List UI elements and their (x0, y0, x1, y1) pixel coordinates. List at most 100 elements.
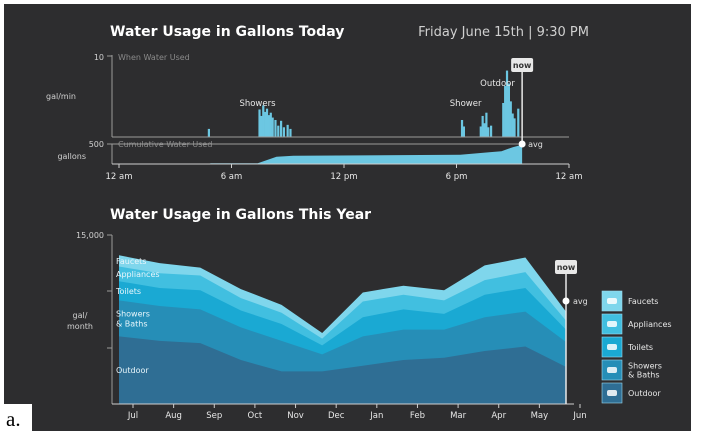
daily-bar-12 (282, 127, 285, 137)
daily-ylabel: gal/min (46, 92, 76, 101)
daily-bar-17 (479, 126, 482, 137)
daily-bar-9 (274, 119, 277, 137)
yearly-xtick-label-nov: Nov (287, 411, 304, 421)
annotation-outdoor: Outdoor (480, 79, 515, 89)
daily-now-label: now (513, 61, 532, 70)
daily-bar-4 (264, 111, 267, 137)
cumulative-ylabel: gallons (57, 152, 86, 161)
daily-xtick-label-3: 6 pm (446, 172, 468, 182)
daily-bar-27 (509, 101, 512, 137)
yearly-xtick-label-jul: Jul (127, 411, 138, 421)
series-label-faucets-0: Faucets (116, 257, 146, 266)
daily-ytick: 10 (94, 53, 104, 62)
legend-label-0-0: Faucets (628, 297, 658, 306)
series-label-showers-baths-0: Showers (116, 309, 150, 318)
daily-bar-10 (277, 125, 280, 137)
yearly-xtick-label-dec: Dec (328, 411, 345, 421)
yearly-ylabel-line2: month (67, 322, 93, 331)
appliance-icon-glyph (607, 321, 617, 327)
legend-label-1-0: Appliances (628, 320, 672, 329)
yearly-stacked-areas (119, 255, 566, 404)
cumulative-avg-label: avg (528, 140, 543, 149)
outdoor-tap-icon-glyph (607, 390, 617, 396)
daily-bar-14 (289, 128, 292, 137)
daily-bar-15 (460, 119, 464, 137)
daily-bar-25 (505, 70, 509, 137)
daily-bar-22 (489, 125, 493, 137)
daily-bar-29 (513, 118, 516, 137)
daily-bar-11 (279, 120, 283, 137)
yearly-y-ticks (107, 234, 112, 349)
yearly-avg-dot (562, 297, 570, 305)
daily-xtick-label-4: 12 am (555, 172, 582, 182)
date-time-label: Friday June 15th | 9:30 PM (418, 25, 589, 40)
daily-bar-7 (269, 112, 272, 137)
yearly-series-labels: Outdoor Showers& Baths Toilets Appliances Fa… (115, 257, 160, 375)
cumulative-avg-dot (518, 140, 526, 148)
daily-bars (207, 70, 520, 137)
legend-label-2-0: Toilets (627, 343, 653, 352)
daily-bar-28 (511, 113, 514, 137)
legend-label-3-0: Showers (628, 362, 662, 371)
faucet-icon-glyph (607, 298, 617, 304)
series-label-appliances-0: Appliances (116, 270, 160, 279)
yearly-now-badge (555, 260, 577, 274)
daily-bar-19 (483, 123, 486, 137)
daily-x-ticks: 12 am 6 am 12 pm 6 pm 12 am (105, 164, 583, 182)
daily-xtick-label-0: 12 am (105, 172, 132, 182)
daily-bar-3 (262, 105, 265, 137)
yearly-x-ticks: Jul Aug Sep Oct Nov Dec Jan Feb Mar Apr May Jun (127, 404, 587, 421)
daily-bar-2 (260, 115, 263, 137)
daily-bar-6 (267, 115, 270, 137)
daily-bar-5 (265, 108, 269, 137)
shower-icon-glyph (607, 367, 617, 373)
yearly-now-label: now (557, 263, 576, 272)
yearly-ylabel-line1: gal/ (73, 311, 88, 320)
legend-label-3-1: & Baths (628, 371, 660, 380)
yearly-ytick: 15,000 (76, 231, 104, 240)
series-label-showers-baths-1: & Baths (116, 319, 148, 328)
when-water-used-label: When Water Used (118, 53, 190, 62)
yearly-legend: Faucets Appliances Toilets Showers& Baths Ou… (601, 290, 672, 404)
daily-annotations: Showers Shower Outdoor (239, 79, 515, 109)
water-usage-charts: Water Usage in Gallons Today Friday June… (46, 24, 672, 421)
series-label-outdoor-0: Outdoor (116, 366, 149, 375)
yearly-xtick-label-mar: Mar (450, 411, 467, 421)
daily-bar-21 (487, 127, 490, 137)
yearly-xtick-label-oct: Oct (248, 411, 263, 421)
yearly-xtick-label-aug: Aug (165, 411, 182, 421)
daily-bar-1 (258, 109, 261, 137)
legend-label-4-0: Outdoor (628, 389, 661, 398)
yearly-xtick-label-may: May (531, 411, 549, 421)
annotation-shower: Shower (450, 99, 482, 109)
yearly-xtick-label-feb: Feb (410, 411, 425, 421)
annotation-showers: Showers (239, 99, 276, 109)
daily-bar-8 (271, 117, 274, 137)
daily-bar-0 (207, 128, 210, 137)
daily-xtick-label-1: 6 am (221, 172, 243, 182)
daily-bar-24 (504, 85, 507, 137)
daily-bar-13 (286, 124, 289, 137)
series-label-toilets-0: Toilets (115, 287, 141, 296)
daily-bar-18 (481, 115, 484, 137)
cumulative-ytick: 500 (89, 140, 104, 149)
daily-bar-20 (485, 112, 488, 137)
yearly-xtick-label-jan: Jan (369, 411, 383, 421)
yearly-xtick-label-apr: Apr (491, 411, 506, 421)
figure-caption: a. (4, 404, 32, 434)
toilet-icon-glyph (607, 344, 617, 350)
daily-now-badge (511, 58, 534, 72)
yearly-chart-title: Water Usage in Gallons This Year (110, 207, 371, 223)
daily-xtick-label-2: 12 pm (330, 172, 357, 182)
dashboard-panel: Water Usage in Gallons Today Friday June… (4, 4, 691, 431)
daily-bar-26 (507, 83, 510, 137)
yearly-avg-label: avg (573, 297, 588, 306)
yearly-xtick-label-jun: Jun (572, 411, 586, 421)
daily-bar-23 (502, 102, 505, 137)
daily-bar-30 (517, 108, 520, 137)
yearly-xtick-label-sep: Sep (206, 411, 222, 421)
daily-bar-16 (462, 126, 465, 137)
daily-chart-title: Water Usage in Gallons Today (110, 24, 344, 40)
cumulative-area (119, 144, 523, 164)
yearly-area-outdoor (119, 336, 566, 404)
